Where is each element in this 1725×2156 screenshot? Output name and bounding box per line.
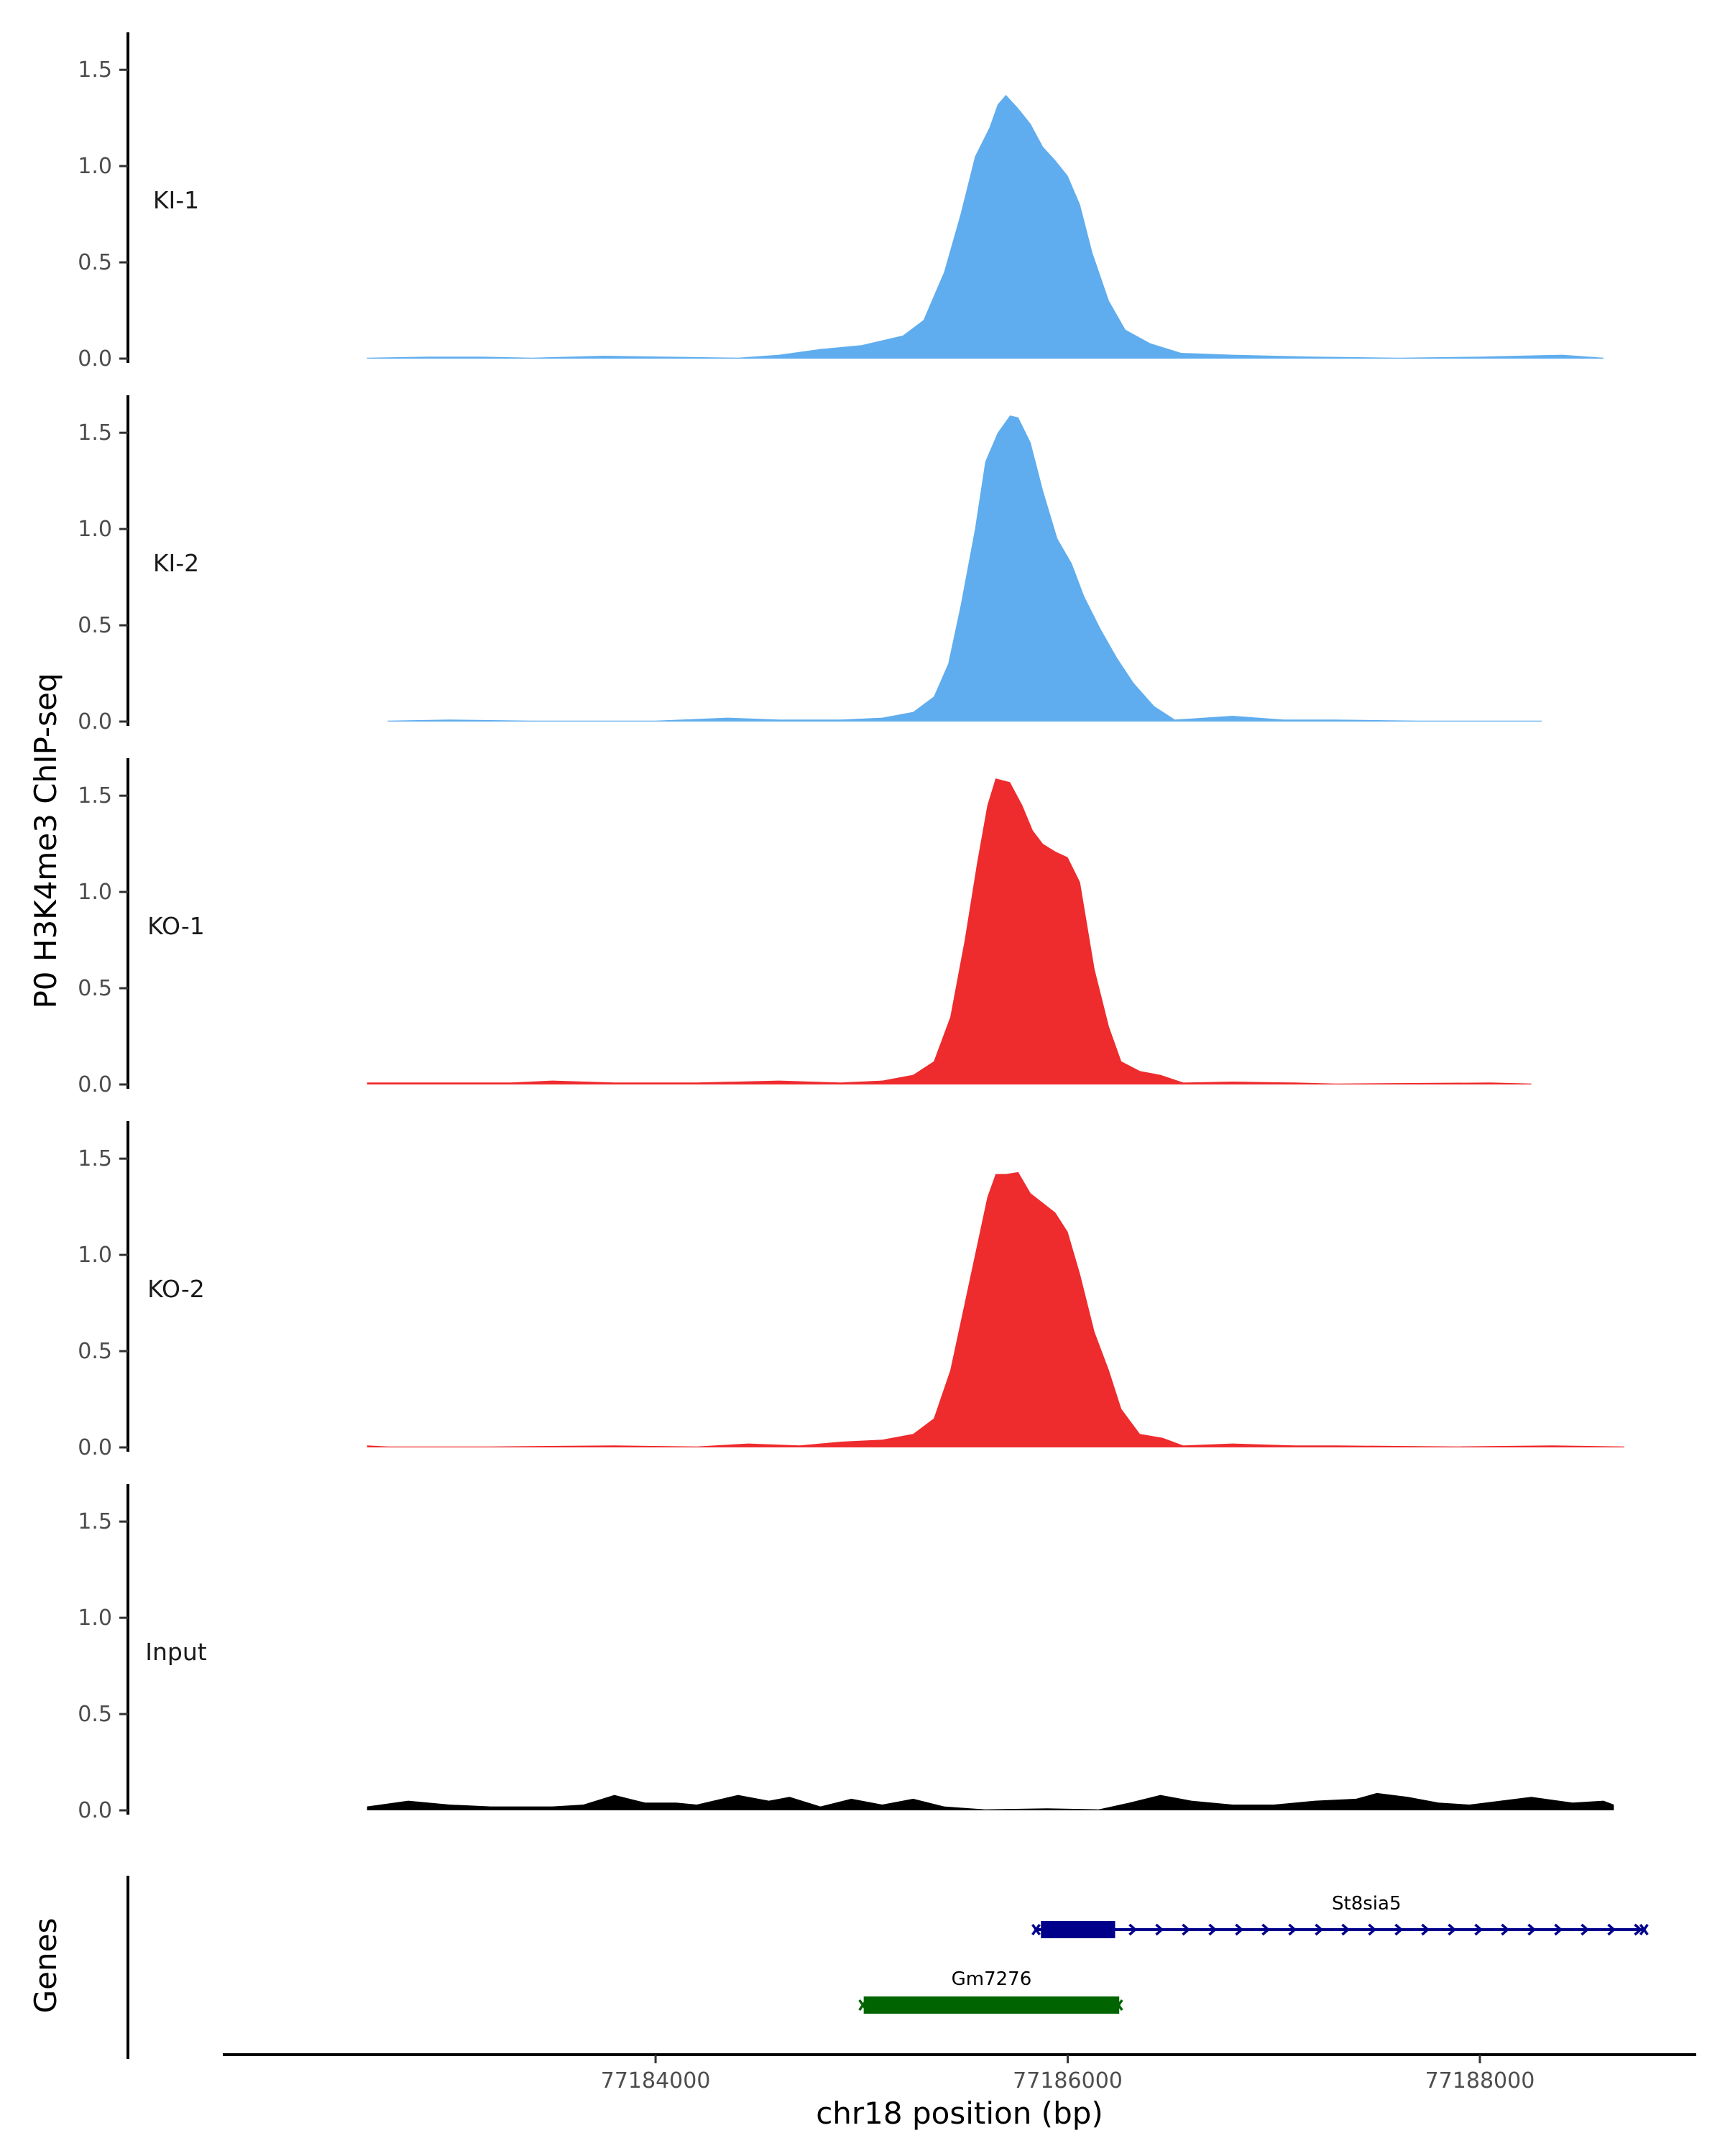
y-tick-label-input: 0.0 bbox=[78, 1798, 112, 1823]
track-label-ko-2: KO-2 bbox=[147, 1275, 205, 1303]
gene-exon-st8sia5 bbox=[1041, 1921, 1116, 1938]
gene-end-mark-icon bbox=[1639, 1923, 1649, 1936]
y-tick-label-ki-1: 0.5 bbox=[78, 250, 112, 275]
y-tick-label-ko-1: 0.0 bbox=[78, 1072, 112, 1097]
y-tick-label-ko-2: 0.0 bbox=[78, 1435, 112, 1460]
gene-label-gm7276: Gm7276 bbox=[952, 1968, 1032, 1990]
x-axis: chr18 position (bp) 77184000 77186000 7718… bbox=[223, 2053, 1696, 2131]
y-tick-label-ki-2: 1.5 bbox=[78, 420, 112, 446]
strand-arrow-icon bbox=[1208, 1923, 1218, 1936]
strand-arrow-icon bbox=[1368, 1923, 1377, 1936]
track-label-ki-1: KI-1 bbox=[153, 186, 199, 214]
y-tick-label-input: 1.5 bbox=[78, 1509, 112, 1534]
y-tick-label-ki-2: 0.5 bbox=[78, 613, 112, 638]
y-tick-label-input: 0.5 bbox=[78, 1702, 112, 1727]
strand-arrow-icon bbox=[1315, 1923, 1324, 1936]
y-tick-label-ki-2: 1.0 bbox=[78, 517, 112, 542]
x-tick-label: 77188000 bbox=[1425, 2068, 1535, 2093]
strand-arrow-icon bbox=[1155, 1923, 1164, 1936]
y-tick-label-ko-1: 1.5 bbox=[78, 783, 112, 808]
gene-exon-gm7276 bbox=[863, 1996, 1120, 2014]
gene-end-mark-icon bbox=[858, 1999, 868, 2012]
strand-arrow-icon bbox=[1421, 1923, 1430, 1936]
x-tick-label: 77186000 bbox=[1013, 2068, 1123, 2093]
gene-end-mark-icon bbox=[1113, 1999, 1123, 2012]
coverage-area-ko-2 bbox=[367, 1171, 1624, 1447]
strand-arrow-icon bbox=[1182, 1923, 1191, 1936]
strand-arrow-icon bbox=[1527, 1923, 1537, 1936]
track-ki-2: 0.0 0.5 1.0 1.5 KI-2 bbox=[78, 395, 1542, 734]
track-label-ki-2: KI-2 bbox=[153, 549, 199, 577]
gene-label-st8sia5: St8sia5 bbox=[1332, 1893, 1401, 1915]
strand-arrow-icon bbox=[1394, 1923, 1404, 1936]
x-tick-label: 77184000 bbox=[601, 2068, 711, 2093]
track-input: 0.0 0.5 1.0 1.5 Input bbox=[78, 1484, 1614, 1823]
track-ko-1: 0.0 0.5 1.0 1.5 KO-1 bbox=[78, 758, 1532, 1097]
strand-arrow-icon bbox=[1581, 1923, 1590, 1936]
strand-arrow-icon bbox=[1341, 1923, 1351, 1936]
genes-axis-title: Genes bbox=[28, 1918, 63, 2014]
track-label-input: Input bbox=[145, 1638, 207, 1666]
coverage-area-ki-2 bbox=[387, 415, 1542, 722]
track-ki-1: 0.0 0.5 1.0 1.5 KI-1 bbox=[78, 32, 1604, 372]
y-tick-label-ko-1: 0.5 bbox=[78, 976, 112, 1001]
coverage-tracks: 0.0 0.5 1.0 1.5 KI-1 0.0 0.5 1.0 1.5 KI-2 0.0 0.5 1.… bbox=[78, 32, 1624, 1823]
y-tick-label-ko-1: 1.0 bbox=[78, 880, 112, 905]
y-tick-label-ki-1: 1.0 bbox=[78, 154, 112, 179]
y-tick-label-ki-2: 0.0 bbox=[78, 709, 112, 734]
strand-arrow-icon bbox=[1128, 1923, 1138, 1936]
y-tick-label-ko-2: 1.5 bbox=[78, 1146, 112, 1171]
strand-arrow-icon bbox=[1448, 1923, 1457, 1936]
x-axis-title: chr18 position (bp) bbox=[816, 2096, 1103, 2131]
coverage-area-ko-1 bbox=[367, 778, 1532, 1084]
track-ko-2: 0.0 0.5 1.0 1.5 KO-2 bbox=[78, 1121, 1624, 1460]
gene-annotation-panel: St8sia5 Gm7276 bbox=[126, 1876, 1649, 2059]
y-tick-label-ko-2: 1.0 bbox=[78, 1243, 112, 1268]
strand-arrow-icon bbox=[1235, 1923, 1244, 1936]
strand-arrow-icon bbox=[1554, 1923, 1563, 1936]
y-tick-label-input: 1.0 bbox=[78, 1606, 112, 1631]
strand-arrow-icon bbox=[1634, 1923, 1643, 1936]
strand-arrow-icon bbox=[1607, 1923, 1616, 1936]
y-axis-title: P0 H3K4me3 ChIP-seq bbox=[28, 673, 63, 1008]
track-label-ko-1: KO-1 bbox=[147, 912, 205, 940]
strand-arrow-icon bbox=[1474, 1923, 1484, 1936]
y-tick-label-ko-2: 0.5 bbox=[78, 1339, 112, 1364]
coverage-area-input bbox=[367, 1792, 1614, 1810]
gene-gm7276: Gm7276 bbox=[858, 1968, 1123, 2014]
strand-arrow-icon bbox=[1501, 1923, 1510, 1936]
y-tick-label-ki-1: 0.0 bbox=[78, 346, 112, 372]
gene-end-mark-icon bbox=[1031, 1923, 1041, 1936]
gene-st8sia5: St8sia5 bbox=[1031, 1893, 1649, 1938]
coverage-area-ki-1 bbox=[367, 95, 1604, 359]
y-tick-label-ki-1: 1.5 bbox=[78, 57, 112, 83]
strand-arrow-icon bbox=[1261, 1923, 1271, 1936]
strand-arrow-icon bbox=[1288, 1923, 1297, 1936]
